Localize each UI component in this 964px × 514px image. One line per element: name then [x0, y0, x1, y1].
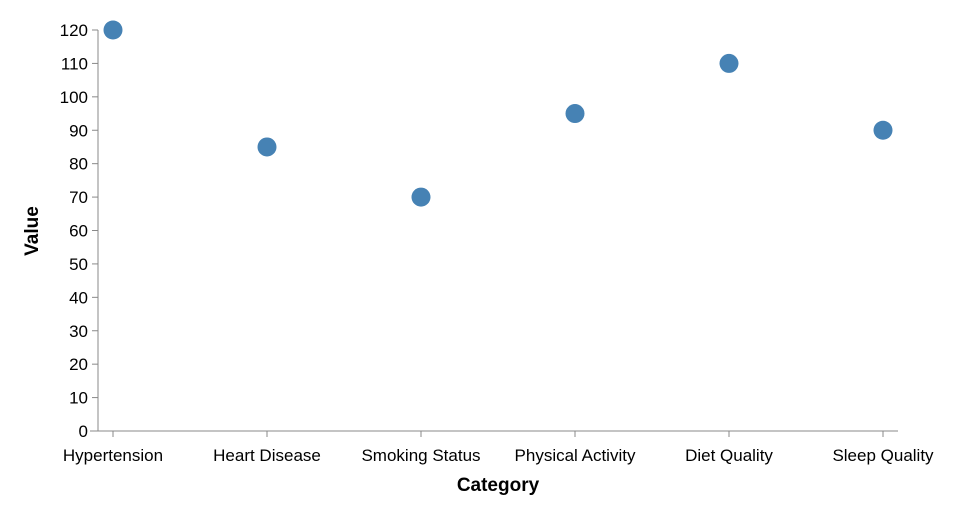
y-tick-label: 120: [60, 21, 88, 40]
y-tick-label: 100: [60, 88, 88, 107]
data-point[interactable]: [873, 120, 893, 140]
x-tick-label: Diet Quality: [685, 446, 773, 465]
data-point[interactable]: [719, 53, 739, 73]
x-tick-label: Hypertension: [63, 446, 163, 465]
y-tick-label: 70: [69, 188, 88, 207]
data-point[interactable]: [257, 137, 277, 157]
y-tick-label: 110: [61, 54, 88, 73]
y-axis-title: Value: [22, 206, 43, 256]
x-tick-label: Sleep Quality: [832, 446, 934, 465]
y-tick-label: 80: [69, 155, 88, 174]
y-tick-label: 10: [69, 389, 88, 408]
y-tick-label: 20: [69, 355, 88, 374]
y-ticks: 0 10 20 30 40 50 60 70 80 90 100 110 120: [60, 21, 98, 441]
y-tick-label: 30: [69, 322, 88, 341]
y-tick-label: 0: [79, 422, 88, 441]
data-point[interactable]: [103, 20, 123, 40]
x-axis-title: Category: [457, 475, 540, 496]
x-axis: Hypertension Heart Disease Smoking Status P…: [63, 430, 934, 496]
y-axis: 0 10 20 30 40 50 60 70 80 90 100 110 120 Value: [22, 21, 99, 441]
y-tick-label: 50: [69, 255, 88, 274]
y-tick-label: 90: [69, 121, 88, 140]
data-point[interactable]: [565, 104, 585, 124]
data-point[interactable]: [411, 187, 431, 207]
x-tick-label: Heart Disease: [213, 446, 321, 465]
x-tick-label: Physical Activity: [515, 446, 636, 465]
y-tick-label: 40: [69, 288, 88, 307]
data-points: [103, 20, 893, 207]
x-ticks: Hypertension Heart Disease Smoking Status P…: [63, 431, 934, 465]
y-tick-label: 60: [69, 222, 88, 241]
x-tick-label: Smoking Status: [361, 446, 480, 465]
